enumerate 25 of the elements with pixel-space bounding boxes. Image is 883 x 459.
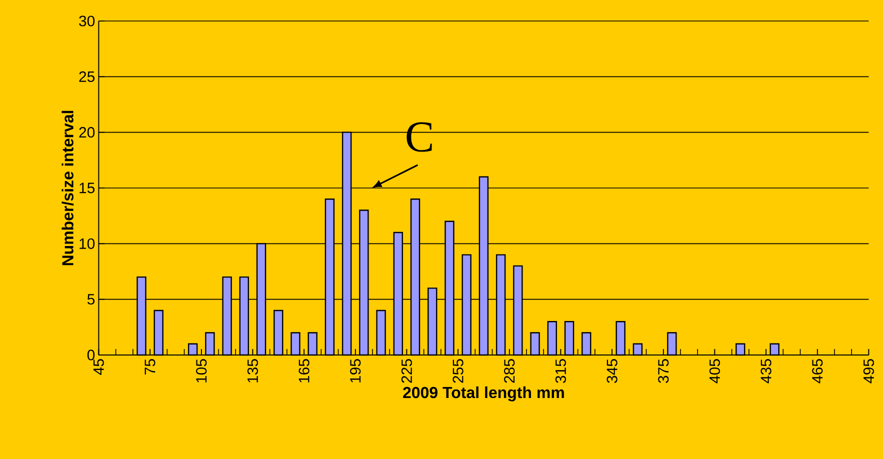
x-tick-label: 405 (709, 359, 720, 384)
x-tick-label: 75 (144, 359, 156, 374)
x-axis-title: 2009 Total length mm (403, 386, 564, 402)
y-tick-label: 30 (79, 16, 95, 26)
y-tick-label: 5 (87, 294, 95, 305)
x-tick-label: 135 (247, 359, 258, 382)
x-tick-label: 345 (606, 359, 618, 383)
x-tick-label: 165 (298, 359, 310, 382)
x-tick-label: 195 (350, 359, 361, 382)
x-tick-label: 105 (196, 359, 207, 382)
x-tick-label: 225 (401, 359, 412, 383)
x-tick-label: 285 (504, 359, 515, 383)
x-tick-label: 45 (93, 359, 104, 375)
y-tick-label: 25 (79, 71, 95, 82)
x-tick-label: 465 (812, 359, 823, 384)
y-tick-label: 10 (80, 238, 95, 249)
y-tick-label: 20 (79, 127, 95, 138)
x-tick-label: 495 (863, 359, 874, 384)
y-tick-label: 0 (87, 350, 95, 360)
x-tick-label: 375 (658, 359, 669, 383)
x-tick-label: 255 (452, 359, 464, 383)
y-tick-label: 15 (80, 182, 95, 194)
x-tick-label: 435 (760, 359, 772, 384)
y-axis-title: Number/size interval (62, 110, 74, 266)
x-tick-label: 315 (555, 359, 566, 383)
